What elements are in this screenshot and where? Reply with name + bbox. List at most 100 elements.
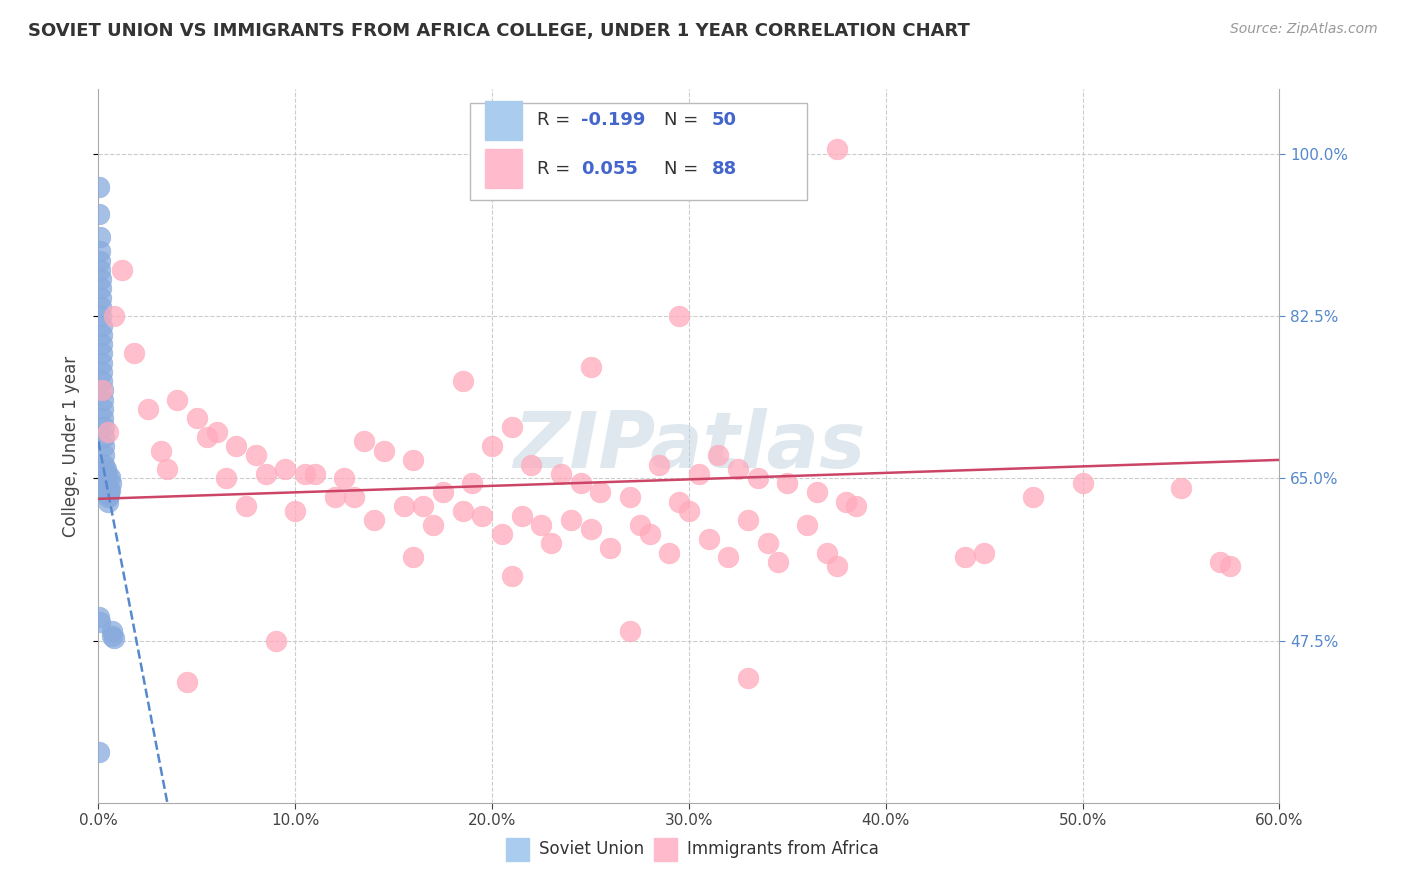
Point <box>89 207 111 221</box>
Point <box>737 671 759 685</box>
Point <box>98 488 121 502</box>
Point <box>195 430 218 444</box>
Text: Source: ZipAtlas.com: Source: ZipAtlas.com <box>1230 22 1378 37</box>
Point <box>628 517 651 532</box>
Point <box>136 401 159 416</box>
Point <box>697 532 720 546</box>
Point <box>91 365 114 379</box>
Point <box>806 485 828 500</box>
Point <box>707 448 730 462</box>
Text: N =: N = <box>664 112 704 129</box>
Point <box>1209 555 1232 569</box>
Point <box>825 143 848 157</box>
Point <box>510 508 533 523</box>
Point <box>91 337 114 351</box>
Point <box>90 310 112 324</box>
Point <box>94 485 117 500</box>
Point <box>294 467 316 481</box>
Point <box>90 281 112 295</box>
Point <box>111 263 134 277</box>
Point <box>569 476 592 491</box>
Point <box>93 458 115 472</box>
Text: R =: R = <box>537 112 575 129</box>
Text: ZIPatlas: ZIPatlas <box>513 408 865 484</box>
Point <box>156 462 179 476</box>
Point <box>668 310 690 324</box>
Point <box>89 263 111 277</box>
Point <box>245 448 267 462</box>
Point <box>668 494 690 508</box>
Point <box>796 517 818 532</box>
Point <box>91 374 114 388</box>
Point <box>520 458 543 472</box>
Point <box>93 420 115 434</box>
Text: Immigrants from Africa: Immigrants from Africa <box>686 840 879 858</box>
FancyBboxPatch shape <box>654 838 678 861</box>
Point <box>96 462 118 476</box>
Point <box>560 513 582 527</box>
Point <box>98 483 121 497</box>
Point <box>953 550 976 565</box>
Point <box>89 615 111 629</box>
Point <box>766 555 789 569</box>
Point <box>648 458 671 472</box>
Point <box>1071 476 1094 491</box>
Point <box>471 508 494 523</box>
Point <box>619 490 641 504</box>
Point <box>422 517 444 532</box>
Point <box>756 536 779 550</box>
Point <box>727 462 749 476</box>
Point <box>461 476 484 491</box>
Point <box>579 523 602 537</box>
Point <box>225 439 247 453</box>
Point <box>96 467 118 481</box>
Point <box>254 467 277 481</box>
Point <box>94 476 117 491</box>
Point <box>90 300 112 314</box>
Point <box>373 443 395 458</box>
Point <box>150 443 173 458</box>
Text: 50: 50 <box>711 112 737 129</box>
Point <box>186 411 208 425</box>
Point <box>658 545 681 559</box>
Point <box>93 439 115 453</box>
Point <box>825 559 848 574</box>
FancyBboxPatch shape <box>471 103 807 200</box>
Point <box>101 629 124 643</box>
Point <box>93 384 115 398</box>
Point <box>343 490 366 504</box>
Point <box>89 745 111 759</box>
Point <box>96 476 118 491</box>
Point <box>402 453 425 467</box>
Point <box>215 471 238 485</box>
Point <box>89 253 111 268</box>
Point <box>89 610 111 624</box>
Point <box>835 494 858 508</box>
Point <box>353 434 375 449</box>
Text: Soviet Union: Soviet Union <box>538 840 644 858</box>
Y-axis label: College, Under 1 year: College, Under 1 year <box>62 355 80 537</box>
Point <box>579 360 602 375</box>
Point <box>363 513 385 527</box>
Text: 88: 88 <box>711 160 737 178</box>
Point <box>323 490 346 504</box>
Point <box>412 500 434 514</box>
Point <box>432 485 454 500</box>
Point <box>776 476 799 491</box>
Point <box>678 504 700 518</box>
Point <box>205 425 228 439</box>
Point <box>122 346 145 360</box>
Point <box>501 420 523 434</box>
Text: R =: R = <box>537 160 575 178</box>
Point <box>91 327 114 342</box>
Point <box>89 230 111 244</box>
Point <box>94 467 117 481</box>
Point <box>91 384 114 398</box>
Point <box>264 633 287 648</box>
Point <box>1219 559 1241 574</box>
Text: 0.055: 0.055 <box>582 160 638 178</box>
Point <box>97 425 120 439</box>
Point <box>97 481 120 495</box>
Point <box>93 401 115 416</box>
Point <box>333 471 356 485</box>
